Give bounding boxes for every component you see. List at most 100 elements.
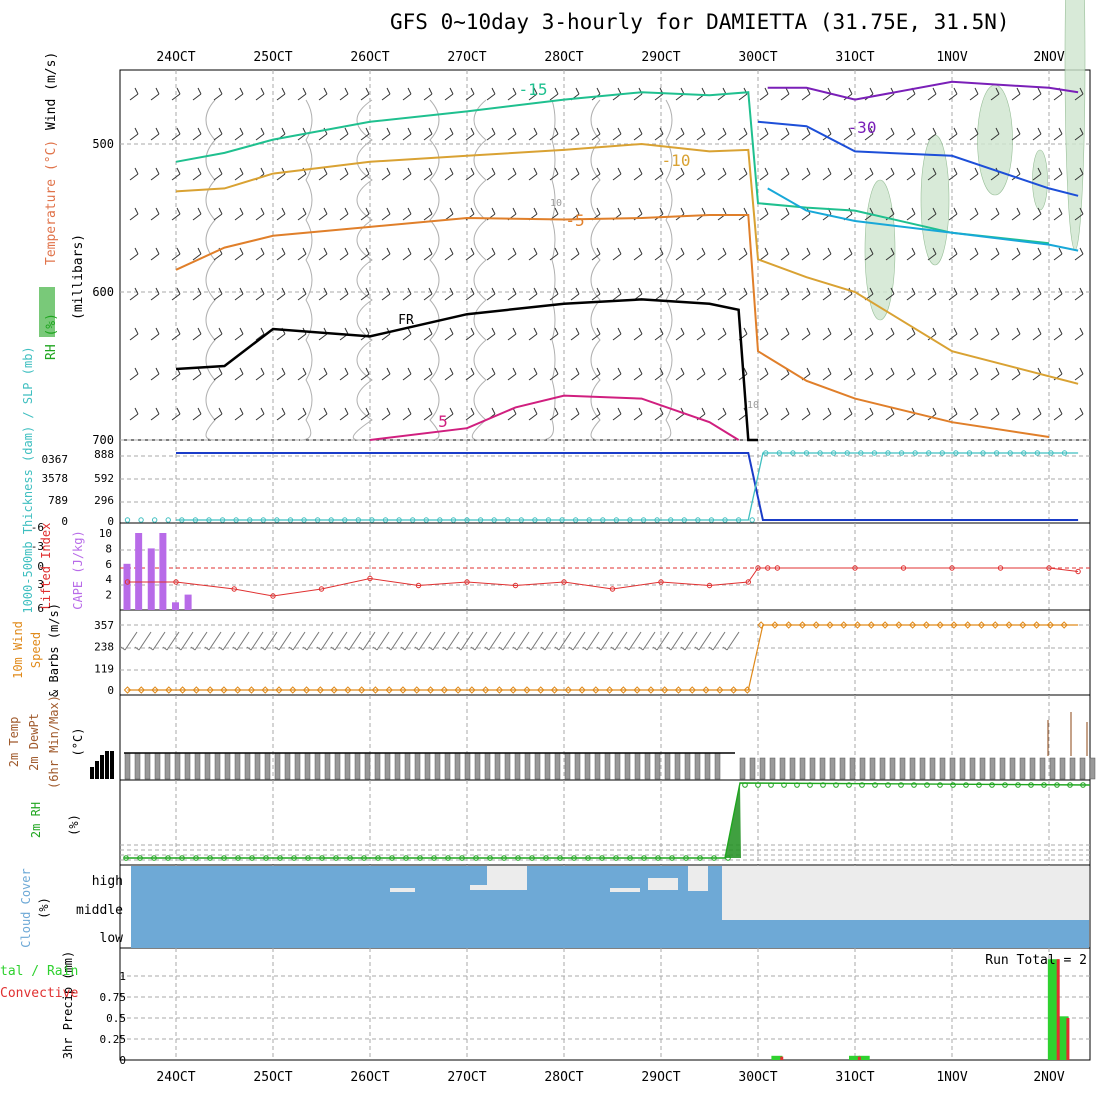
wind-barb bbox=[234, 247, 244, 261]
surface-wind-barb bbox=[596, 631, 614, 651]
contour-label: -30 bbox=[848, 118, 877, 137]
wind-barb bbox=[192, 367, 202, 381]
precip-total-bar bbox=[858, 1055, 870, 1060]
surface-wind-barb bbox=[582, 631, 600, 651]
lifted-index-marker bbox=[774, 565, 781, 571]
rh-marker bbox=[375, 855, 381, 861]
wind-barb bbox=[444, 327, 454, 341]
thickness-marker bbox=[749, 517, 755, 523]
wind-barb bbox=[234, 407, 244, 421]
rh-marker bbox=[263, 855, 269, 861]
x-tick-label-bottom: 27OCT bbox=[447, 1070, 486, 1085]
surface-wind-barb bbox=[652, 631, 670, 651]
wind-speed-marker bbox=[1005, 621, 1013, 629]
wind-barb bbox=[549, 287, 559, 301]
wind-barb bbox=[549, 407, 559, 421]
thickness-marker bbox=[871, 450, 878, 456]
x-tick-label-top: 27OCT bbox=[447, 50, 486, 65]
wind-barb bbox=[402, 167, 412, 181]
rh-marker bbox=[333, 855, 339, 861]
wind-barb bbox=[318, 367, 328, 381]
temp-bar bbox=[554, 752, 561, 780]
wind-barb bbox=[381, 407, 391, 421]
rh-marker bbox=[613, 855, 619, 861]
thickness-marker bbox=[165, 517, 171, 523]
temp-bar bbox=[234, 752, 241, 780]
rh-marker bbox=[1067, 782, 1073, 788]
temp-bar bbox=[454, 752, 461, 780]
wind-barb bbox=[717, 127, 727, 141]
wind-barb bbox=[633, 407, 643, 421]
wind-barb bbox=[318, 407, 328, 421]
surface-wind-barb bbox=[638, 631, 656, 651]
wind-barb bbox=[990, 87, 1000, 101]
wind-barb bbox=[402, 127, 412, 141]
wind-barb bbox=[591, 367, 601, 381]
rh-marker bbox=[179, 855, 185, 861]
temp-bar bbox=[604, 752, 611, 780]
temp-bar bbox=[464, 752, 471, 780]
thickness-marker bbox=[192, 517, 199, 523]
temp-contour-5 bbox=[369, 394, 740, 441]
thickness-marker bbox=[763, 450, 769, 456]
temp-bar bbox=[204, 752, 211, 780]
cloud-level-label: low bbox=[100, 931, 124, 946]
surface-wind-barb bbox=[274, 631, 292, 651]
rh-marker bbox=[347, 855, 353, 861]
wind-speed-marker bbox=[605, 686, 614, 694]
wind-barb bbox=[465, 367, 475, 381]
temp-axis-bar bbox=[105, 751, 109, 779]
temp-bar bbox=[634, 752, 641, 780]
wind-speed-marker bbox=[619, 686, 628, 694]
wind-barb bbox=[990, 367, 1000, 381]
temp-bar bbox=[424, 752, 431, 780]
wind-barb bbox=[801, 327, 811, 341]
wind-barb bbox=[633, 247, 643, 261]
wind-barb bbox=[318, 287, 328, 301]
y-tick-label-slp: 296 bbox=[94, 494, 114, 507]
temp-bar bbox=[1079, 757, 1086, 780]
temp-bar bbox=[749, 757, 756, 780]
wind-barb bbox=[507, 327, 517, 341]
temp-bar bbox=[839, 757, 846, 780]
wind-barb bbox=[276, 87, 286, 101]
surface-wind-barb bbox=[344, 631, 362, 651]
wind-barb bbox=[486, 127, 496, 141]
wind-barb bbox=[591, 287, 601, 301]
wind-barb bbox=[675, 407, 685, 421]
lifted-index-marker bbox=[755, 565, 761, 571]
cape-bar bbox=[135, 533, 143, 610]
thickness-marker bbox=[382, 517, 389, 523]
surface-wind-barb bbox=[414, 631, 432, 651]
precip-convective-bar bbox=[780, 1056, 784, 1060]
x-tick-label-bottom: 24OCT bbox=[156, 1070, 195, 1085]
wind-barb bbox=[549, 87, 559, 101]
wind-barb bbox=[234, 127, 244, 141]
wind-barb bbox=[969, 247, 979, 261]
wind-speed-marker bbox=[936, 621, 944, 629]
wind-barb bbox=[927, 287, 937, 301]
wind-barb bbox=[150, 127, 160, 141]
temp-bar bbox=[919, 757, 926, 780]
wind-barb bbox=[318, 127, 328, 141]
ylabel-2m-rh: 2m RH bbox=[29, 802, 43, 838]
wind-barb bbox=[234, 367, 244, 381]
wind-barb bbox=[339, 207, 349, 221]
temp-bar bbox=[849, 757, 856, 780]
wind-barb bbox=[339, 247, 349, 261]
rh-marker bbox=[207, 855, 213, 861]
rh-marker bbox=[445, 855, 451, 861]
thickness-marker bbox=[844, 450, 850, 456]
wind-barb bbox=[381, 87, 391, 101]
thickness-marker bbox=[640, 517, 647, 523]
x-tick-label-bottom: 28OCT bbox=[544, 1070, 583, 1085]
wind-barb bbox=[759, 167, 769, 181]
lifted-index-marker bbox=[949, 565, 955, 571]
x-tick-label-top: 25OCT bbox=[253, 50, 292, 65]
wind-barb bbox=[1011, 247, 1021, 261]
wind-barb bbox=[234, 207, 244, 221]
wind-barb bbox=[444, 87, 454, 101]
wind-barb bbox=[990, 127, 1000, 141]
wind-barb bbox=[171, 407, 181, 421]
wind-barb bbox=[948, 87, 958, 101]
